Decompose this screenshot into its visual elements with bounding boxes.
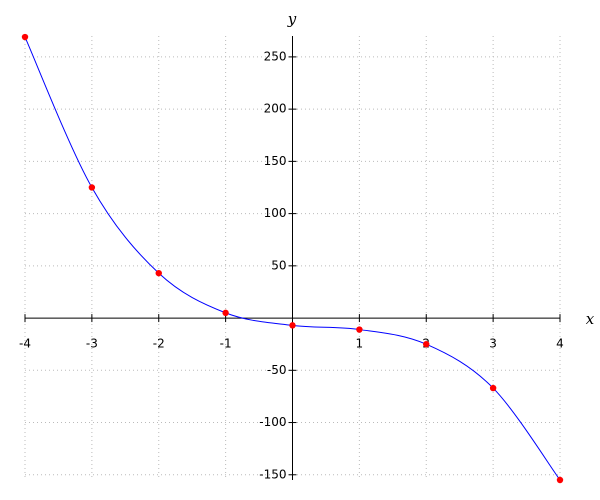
point — [289, 322, 296, 329]
point — [423, 340, 430, 348]
x-tick-label: 3 — [489, 337, 497, 351]
y-tick-label: -100 — [259, 415, 286, 429]
point — [88, 184, 96, 191]
x-tick-label: 4 — [556, 337, 564, 351]
point — [155, 269, 162, 277]
x-axis-label: x — [586, 310, 595, 328]
y-tick-label: 100 — [264, 206, 287, 220]
point — [356, 326, 363, 333]
y-tick-label: 200 — [264, 102, 287, 116]
point — [556, 476, 564, 484]
y-tick-label: -50 — [267, 363, 287, 377]
x-tick-label: -1 — [220, 337, 232, 351]
x-tick-label: -2 — [153, 337, 165, 351]
point — [222, 309, 229, 317]
point — [489, 384, 497, 392]
point — [21, 33, 29, 41]
axes — [24, 36, 561, 480]
y-tick-label: -150 — [259, 467, 286, 481]
y-tick-label: 250 — [264, 49, 287, 63]
x-tick-label: -4 — [19, 337, 31, 351]
y-tick-label: 50 — [271, 258, 286, 272]
y-axis-label: y — [287, 10, 297, 28]
y-tick-label: 150 — [264, 154, 287, 168]
x-tick-label: 1 — [356, 337, 364, 351]
x-tick-label: -3 — [86, 337, 98, 351]
